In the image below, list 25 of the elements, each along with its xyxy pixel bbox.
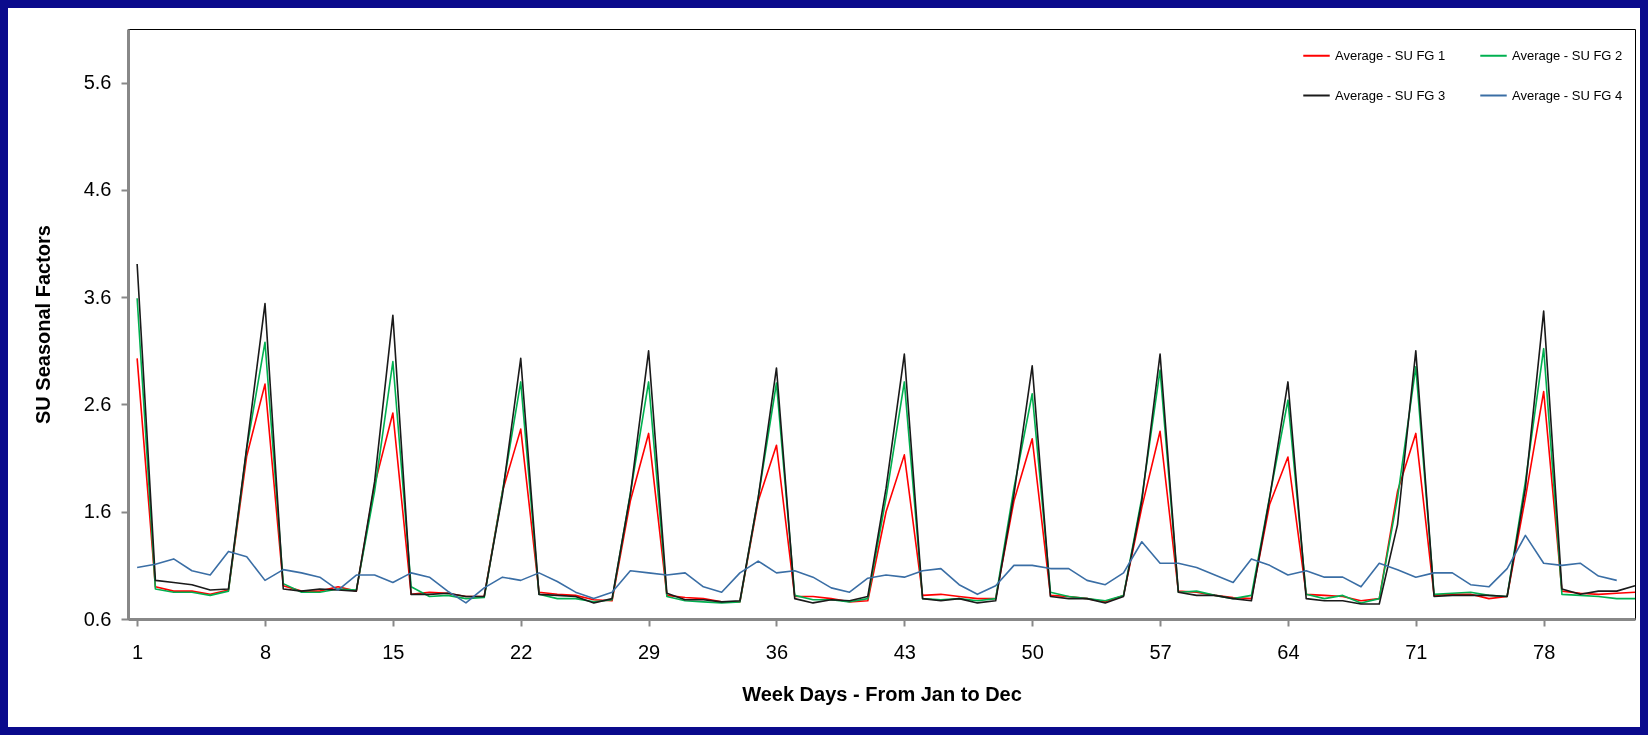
legend-label: Average - SU FG 3 xyxy=(1335,87,1446,103)
y-tick-label: 5.6 xyxy=(83,71,112,94)
x-tick-label: 1 xyxy=(132,640,144,663)
x-tick-label: 29 xyxy=(637,640,661,663)
x-tick-label: 78 xyxy=(1533,640,1556,663)
x-tick-label: 22 xyxy=(510,640,533,663)
legend-label: Average - SU FG 2 xyxy=(1512,47,1623,63)
line-series xyxy=(136,534,1618,604)
y-axis-title: SU Seasonal Factors xyxy=(31,225,54,424)
x-tick-label: 36 xyxy=(765,640,789,663)
y-tick-label: 3.6 xyxy=(83,285,112,308)
legend-label: Average - SU FG 4 xyxy=(1512,87,1623,103)
x-tick-label: 8 xyxy=(259,640,272,663)
y-tick-label: 0.6 xyxy=(83,607,112,630)
x-tick-label: 15 xyxy=(382,640,405,663)
x-tick-label: 71 xyxy=(1405,640,1428,663)
x-tick-label: 64 xyxy=(1277,640,1300,663)
x-tick-label: 50 xyxy=(1021,640,1044,663)
legend-label: Average - SU FG 1 xyxy=(1335,47,1446,63)
x-tick-label: 57 xyxy=(1149,640,1172,663)
y-tick-label: 4.6 xyxy=(83,178,112,201)
x-tick-label: 43 xyxy=(893,640,916,663)
y-tick-label: 1.6 xyxy=(83,500,112,523)
y-tick-label: 2.6 xyxy=(83,392,112,415)
x-axis-title: Week Days - From Jan to Dec xyxy=(742,682,1022,705)
